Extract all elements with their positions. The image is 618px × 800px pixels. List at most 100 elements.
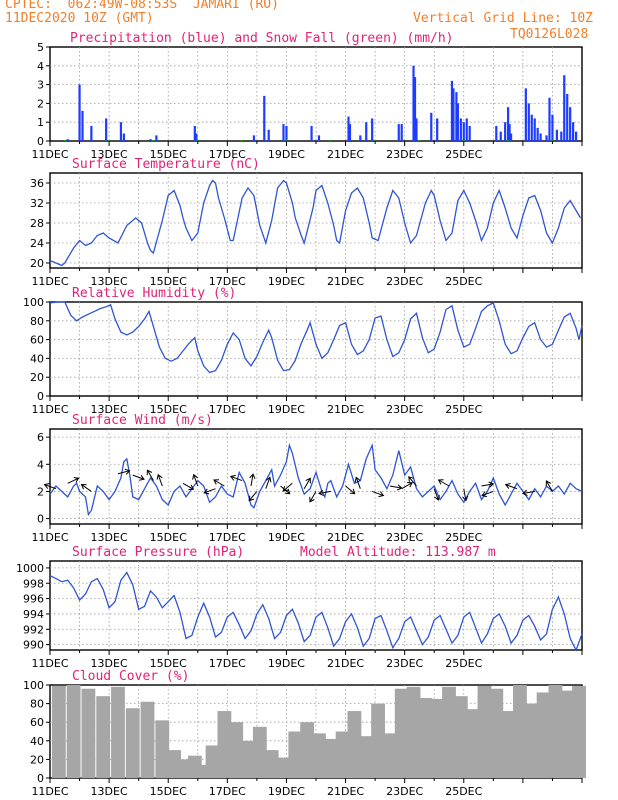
y-tick-label: 1: [37, 116, 44, 129]
chart-panel-1: 0 1 2 3 4 5 11DEC 13DEC 15DEC 17DEC 19DEC 21DEC 23DE…: [31, 31, 583, 161]
header-code: TQ0126L028: [510, 27, 589, 42]
bar: [205, 745, 220, 778]
y-tick-label: 1000: [16, 562, 44, 575]
plot-frame: [49, 301, 583, 397]
x-tick-label: 13DEC: [91, 531, 128, 544]
x-tick-label: 25DEC: [445, 403, 482, 416]
y-tick-label: 32: [30, 197, 44, 210]
bar: [477, 685, 492, 778]
bar: [504, 122, 507, 141]
x-tick-label: 17DEC: [209, 785, 246, 798]
x-tick-label: 19DEC: [268, 275, 305, 288]
wind-arrow: [355, 477, 361, 489]
bar: [566, 94, 569, 141]
chart-title: Surface Wind (m/s): [72, 413, 213, 428]
y-tick-label: 60: [30, 334, 44, 347]
bar: [465, 118, 468, 141]
bar: [507, 140, 510, 141]
bar: [282, 124, 285, 141]
y-tick-label: 20: [30, 257, 44, 270]
header-date: 11DEC2020 10Z (GMT): [5, 11, 154, 26]
bar: [507, 107, 510, 141]
bar: [90, 125, 93, 141]
chart-title: Surface Pressure (hPa): [72, 545, 244, 560]
series-line: [49, 301, 583, 374]
y-tick-label: 4: [37, 458, 44, 471]
x-tick-label: 11DEC: [31, 657, 68, 670]
wind-arrow-head: [282, 486, 289, 492]
bar: [252, 135, 256, 141]
bar: [418, 698, 433, 778]
bar: [536, 127, 539, 141]
bar: [450, 80, 454, 141]
x-tick-label: 11DEC: [31, 275, 68, 288]
wind-arrow-head: [462, 495, 469, 502]
bar: [430, 112, 433, 141]
bar: [329, 140, 332, 141]
y-tick-label: 36: [30, 177, 44, 190]
bar: [149, 139, 152, 141]
chart-title: Cloud Cover (%): [72, 669, 189, 684]
wind-arrow-head: [305, 477, 311, 484]
wind-arrow: [248, 491, 258, 501]
wind-arrow-head: [249, 473, 256, 479]
bar: [347, 116, 350, 141]
y-tick-label: 80: [30, 315, 44, 328]
wind-arrow: [408, 476, 417, 487]
bar: [66, 139, 69, 141]
x-tick-label: 13DEC: [91, 275, 128, 288]
bar: [415, 118, 418, 141]
bar: [527, 103, 530, 141]
bar: [196, 140, 199, 141]
wind-arrow-head: [488, 481, 495, 488]
bar: [406, 686, 421, 778]
bar: [452, 88, 455, 141]
bar: [453, 696, 468, 778]
y-tick-label: 0: [37, 513, 44, 526]
wind-arrow-head: [407, 482, 413, 488]
bar: [495, 125, 498, 141]
y-tick-label: 0: [37, 390, 44, 403]
x-tick-label: 25DEC: [445, 657, 482, 670]
wind-arrow-head: [434, 494, 440, 501]
bar: [122, 133, 125, 141]
bar: [530, 114, 533, 141]
y-tick-label: 990: [23, 639, 44, 652]
bar: [63, 140, 66, 141]
bar: [317, 135, 321, 141]
wind-arrow: [309, 491, 317, 503]
bar: [310, 125, 313, 141]
bar: [442, 686, 456, 778]
y-tick-label: 994: [23, 608, 44, 621]
y-tick-label: 40: [30, 735, 44, 748]
series-line: [49, 571, 583, 652]
bar: [462, 122, 465, 141]
wind-arrow: [193, 474, 199, 487]
wind-arrow: [157, 474, 163, 487]
bar: [462, 140, 465, 141]
bar: [536, 692, 551, 778]
wind-arrow-head: [265, 476, 272, 483]
wind-arrow: [371, 490, 384, 497]
x-tick-label: 21DEC: [327, 148, 364, 161]
y-tick-label: 5: [37, 41, 44, 54]
bar: [108, 140, 111, 141]
wind-arrow-head: [408, 476, 414, 482]
header-station: CPTEC: 062:49W-08:53S JAMARI (RO): [5, 0, 279, 12]
wind-arrow: [481, 483, 494, 487]
x-tick-label: 21DEC: [327, 531, 364, 544]
bar: [551, 114, 554, 141]
bar: [465, 709, 480, 778]
bar: [335, 731, 350, 778]
plot-frame: [49, 46, 583, 142]
bar: [155, 135, 158, 141]
bar: [347, 711, 362, 778]
wind-arrow-head: [437, 479, 444, 485]
bar: [459, 118, 462, 141]
wind-arrow: [505, 484, 518, 490]
wind-arrow: [389, 485, 402, 489]
bar: [489, 688, 504, 778]
y-tick-label: 6: [37, 431, 44, 444]
bar: [300, 722, 315, 778]
